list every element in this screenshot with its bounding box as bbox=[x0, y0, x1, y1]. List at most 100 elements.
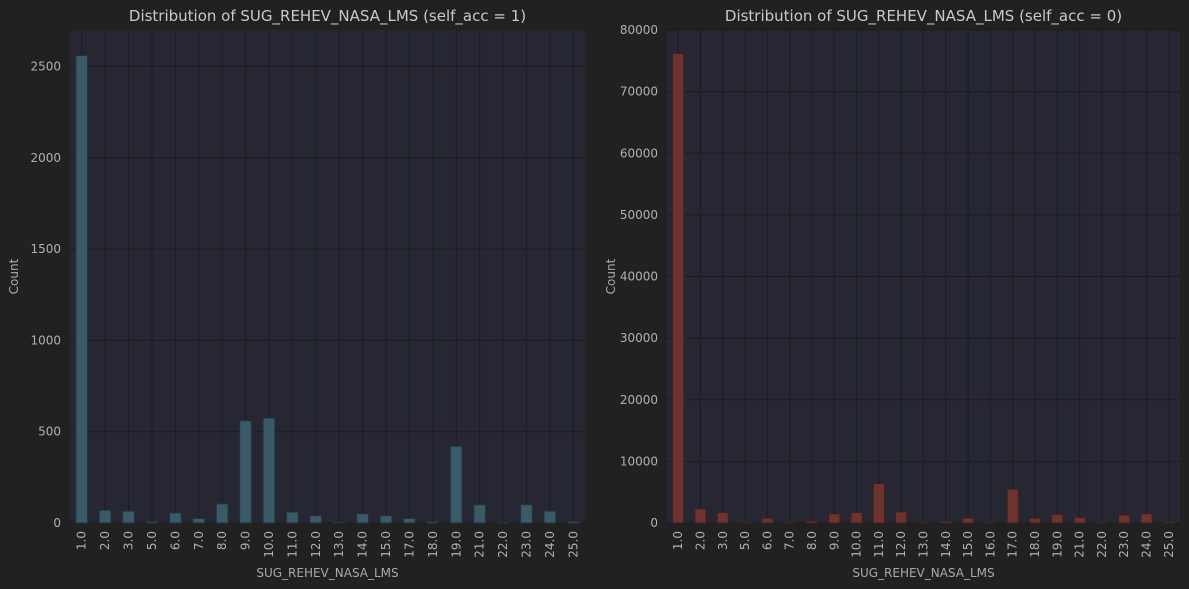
bar bbox=[192, 517, 206, 524]
x-tick-label: 21.0 bbox=[1073, 531, 1087, 558]
y-tick-label: 0 bbox=[650, 516, 658, 530]
x-tick-label: 8.0 bbox=[805, 531, 819, 550]
x-tick-label: 7.0 bbox=[192, 531, 206, 550]
y-tick-label: 30000 bbox=[620, 331, 658, 345]
x-tick-label: 24.0 bbox=[1140, 531, 1154, 558]
bar bbox=[215, 503, 229, 524]
bar bbox=[566, 521, 580, 524]
bar bbox=[917, 521, 930, 524]
x-tick-label: 2.0 bbox=[98, 531, 112, 550]
bar bbox=[403, 517, 416, 524]
x-tick-labels: 1.0 2.0 3.0 5.0 6.0 7.0 8.0 9.0 10.0 11.0 12.0 13.0… bbox=[671, 531, 1176, 558]
bar bbox=[520, 504, 533, 524]
x-tick-label: 3.0 bbox=[716, 531, 730, 550]
bar bbox=[828, 513, 841, 524]
x-tick-label: 14.0 bbox=[356, 531, 370, 558]
bar bbox=[1006, 488, 1019, 524]
x-tick-label: 1.0 bbox=[75, 531, 89, 550]
bar bbox=[716, 512, 729, 524]
x-tick-label: 12.0 bbox=[894, 531, 908, 558]
x-tick-label: 21.0 bbox=[473, 531, 487, 558]
x-tick-label: 11.0 bbox=[872, 531, 886, 558]
x-tick-label: 13.0 bbox=[917, 531, 931, 558]
x-tick-label: 25.0 bbox=[1162, 531, 1176, 558]
bar bbox=[262, 417, 276, 524]
x-tick-label: 14.0 bbox=[939, 531, 953, 558]
bar bbox=[1073, 516, 1086, 524]
chart-self-acc-1: 0 500 1000 1500 2000 2500 1.0 2.0 3.0 5.0 6.0 7.0 8… bbox=[7, 7, 585, 580]
x-tick-label: 2.0 bbox=[693, 531, 707, 550]
bar bbox=[984, 521, 997, 524]
bar bbox=[122, 510, 135, 524]
x-tick-label: 17.0 bbox=[402, 531, 416, 558]
x-tick-label: 16.0 bbox=[983, 531, 997, 558]
bar bbox=[895, 511, 908, 524]
bar bbox=[379, 515, 393, 524]
bar bbox=[75, 55, 89, 524]
bar bbox=[850, 512, 863, 524]
y-tick-label: 10000 bbox=[620, 454, 658, 468]
x-tick-label: 24.0 bbox=[543, 531, 557, 558]
x-tick-label: 18.0 bbox=[1028, 531, 1042, 558]
bar bbox=[239, 420, 252, 524]
x-tick-labels: 1.0 2.0 3.0 5.0 6.0 7.0 8.0 9.0 10.0 11.0 12.0 13.0… bbox=[75, 531, 581, 558]
y-tick-label: 2000 bbox=[30, 151, 61, 165]
y-tick-label: 60000 bbox=[620, 146, 658, 160]
bar bbox=[426, 521, 440, 524]
x-tick-label: 10.0 bbox=[850, 531, 864, 558]
x-tick-label: 11.0 bbox=[285, 531, 299, 558]
chart-title: Distribution of SUG_REHEV_NASA_LMS (self… bbox=[129, 7, 526, 26]
plot-area bbox=[70, 30, 585, 523]
bar bbox=[939, 520, 952, 524]
bar bbox=[783, 521, 796, 524]
bar bbox=[98, 509, 112, 524]
y-tick-label: 20000 bbox=[620, 393, 658, 407]
y-tick-label: 40000 bbox=[620, 270, 658, 284]
y-tick-labels: 0 10000 20000 30000 40000 50000 60000 70000 8000… bbox=[620, 23, 658, 530]
x-tick-label: 25.0 bbox=[566, 531, 580, 558]
chart-title: Distribution of SUG_REHEV_NASA_LMS (self… bbox=[725, 7, 1122, 26]
bar bbox=[1118, 514, 1131, 524]
bar bbox=[473, 504, 487, 524]
bar bbox=[356, 513, 369, 524]
x-tick-label: 15.0 bbox=[961, 531, 975, 558]
x-axis-label: SUG_REHEV_NASA_LMS bbox=[852, 566, 994, 580]
x-tick-label: 9.0 bbox=[827, 531, 841, 550]
x-tick-label: 7.0 bbox=[783, 531, 797, 550]
x-tick-label: 12.0 bbox=[309, 531, 323, 558]
x-tick-label: 6.0 bbox=[760, 531, 774, 550]
x-tick-label: 22.0 bbox=[496, 531, 510, 558]
x-tick-label: 13.0 bbox=[332, 531, 346, 558]
x-tick-label: 3.0 bbox=[122, 531, 136, 550]
bar bbox=[738, 521, 752, 524]
x-tick-label: 23.0 bbox=[519, 531, 533, 558]
x-tick-label: 1.0 bbox=[671, 531, 685, 550]
bar bbox=[672, 52, 685, 524]
x-tick-label: 23.0 bbox=[1117, 531, 1131, 558]
bar bbox=[543, 510, 557, 524]
bar bbox=[496, 521, 510, 524]
bar bbox=[1051, 513, 1064, 524]
bar bbox=[1140, 513, 1153, 524]
y-axis-label: Count bbox=[7, 258, 21, 294]
y-axis-label: Count bbox=[604, 258, 618, 294]
x-tick-label: 6.0 bbox=[168, 531, 182, 550]
y-tick-label: 70000 bbox=[620, 85, 658, 99]
y-tick-label: 2500 bbox=[30, 60, 61, 74]
x-tick-label: 17.0 bbox=[1006, 531, 1020, 558]
bar bbox=[962, 517, 975, 524]
x-tick-label: 19.0 bbox=[1050, 531, 1064, 558]
x-axis-label: SUG_REHEV_NASA_LMS bbox=[256, 566, 398, 580]
bars bbox=[672, 52, 1175, 524]
x-tick-label: 8.0 bbox=[215, 531, 229, 550]
bar bbox=[1095, 521, 1109, 524]
y-tick-label: 80000 bbox=[620, 23, 658, 37]
x-tick-label: 22.0 bbox=[1095, 531, 1109, 558]
y-tick-label: 50000 bbox=[620, 208, 658, 222]
bar bbox=[805, 520, 819, 524]
bar bbox=[168, 512, 182, 524]
bar bbox=[694, 508, 707, 524]
bars bbox=[75, 55, 580, 524]
x-tick-label: 10.0 bbox=[262, 531, 276, 558]
bar bbox=[332, 521, 346, 524]
